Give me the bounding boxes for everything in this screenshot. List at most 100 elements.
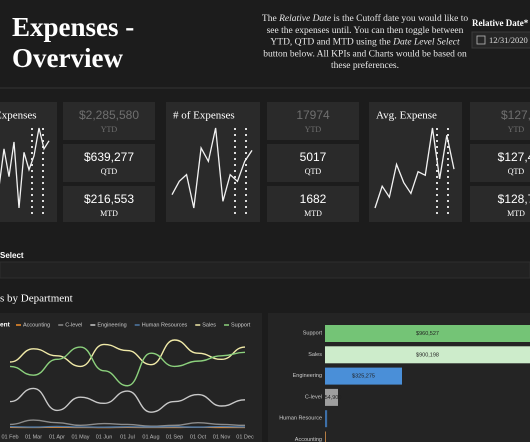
x-tick-label: 01 Sep	[166, 434, 183, 440]
kpi-value-card	[267, 186, 359, 222]
series-line	[9, 419, 246, 427]
kpi-value: $639,277	[84, 150, 134, 164]
x-tick-label: 01 Apr	[49, 434, 65, 440]
kpi-period: QTD	[305, 167, 322, 176]
date-input[interactable]	[471, 31, 530, 49]
description: The Relative Date is the Cutoff date you…	[262, 13, 468, 71]
legend-label: Human Resources	[142, 322, 188, 328]
kpi-period: MTD	[100, 209, 118, 218]
kpi-period: QTD	[508, 167, 525, 176]
x-tick-label: 01 Aug	[142, 434, 159, 440]
legend-label: Sales	[202, 322, 216, 328]
legend-label: Engineering	[97, 322, 126, 328]
series-line	[9, 387, 246, 413]
legend-label: Accounting	[23, 322, 50, 328]
date-label: Relative Date*	[472, 18, 529, 28]
description-part: YTD, QTD and MTD using the	[270, 38, 393, 48]
description-line: The Relative Date is the Cutoff date you…	[262, 13, 468, 24]
value-label: $960,527	[416, 331, 439, 337]
dynamic: Expenses $2,285,580 YTD $639,277 QTD $216,553…	[0, 102, 530, 442]
bar	[325, 388, 338, 406]
x-tick-label: 01 Nov	[213, 434, 231, 440]
kpi-period: YTD	[101, 125, 118, 134]
sparkline	[0, 127, 50, 209]
kpi-value-card	[63, 186, 155, 222]
y-tick-label: Human Resource	[279, 416, 322, 422]
kpi-period: YTD	[305, 125, 322, 134]
legend-label: Support	[231, 322, 251, 328]
description-part: button below. All KPIs and Charts would …	[263, 50, 467, 60]
sparkline	[171, 127, 253, 209]
series-line	[9, 425, 246, 428]
series-line	[9, 346, 246, 387]
legend-label: C-level	[65, 322, 82, 328]
sparkline	[374, 127, 455, 209]
kpi-period: MTD	[507, 209, 525, 218]
kpi-value-card	[470, 144, 530, 182]
x-tick-label: 01 May	[71, 434, 89, 440]
page-title: Overview	[12, 43, 123, 73]
y-tick-label: Engineering	[293, 373, 322, 379]
kpi-value: $2,285,580	[79, 108, 139, 122]
kpi-value: $128,7	[498, 192, 530, 206]
series-line	[9, 339, 246, 368]
kpi-chart-card	[369, 102, 462, 222]
description-line: see the expenses until. You can then tog…	[267, 26, 464, 36]
section-title: s by Department	[0, 293, 73, 305]
kpi-value-card	[63, 102, 155, 140]
bar	[325, 346, 530, 364]
y-tick-label: Accounting	[295, 437, 322, 442]
description-part: Date Level Select	[392, 38, 460, 48]
kpi-value: $127,	[501, 108, 530, 122]
kpi-chart-card	[0, 102, 57, 222]
description-part: Relative Date	[278, 14, 331, 24]
y-tick-label: Sales	[308, 352, 322, 358]
value-label: $325,275	[352, 374, 375, 380]
kpi-period: QTD	[101, 167, 118, 176]
kpi-title: # of Expenses	[173, 110, 235, 122]
line-panel	[0, 313, 262, 442]
description-line: these preferences.	[331, 60, 399, 71]
kpi-value: 17974	[296, 108, 330, 122]
kpi-value-card	[267, 102, 359, 140]
page-title: Expenses -	[12, 12, 134, 42]
description-line: button below. All KPIs and Charts would …	[263, 50, 467, 60]
x-tick-label: 01 Feb	[1, 434, 18, 440]
kpi-title: Avg. Expense	[376, 110, 437, 122]
description-line: YTD, QTD and MTD using the Date Level Se…	[270, 38, 460, 48]
bar	[325, 410, 328, 428]
bar	[325, 325, 530, 342]
value-label: $900,198	[416, 352, 439, 358]
kpi-value-card	[63, 144, 155, 182]
x-tick-label: 01 Jul	[120, 434, 135, 440]
kpi-period: MTD	[304, 209, 322, 218]
kpi-value: 1682	[300, 192, 327, 206]
kpi-value: $127,4	[498, 150, 530, 164]
x-tick-label: 01 Dec	[236, 434, 254, 440]
x-tick-label: 01 Mar	[25, 434, 42, 440]
legend-title: ent	[0, 322, 11, 329]
filter-control[interactable]	[0, 261, 530, 279]
calendar-icon	[476, 35, 486, 45]
description-part: see the expenses until. You can then tog…	[267, 26, 464, 36]
bar	[325, 367, 402, 385]
y-tick-label: Support	[303, 330, 323, 336]
kpi-value: $216,553	[84, 192, 134, 206]
x-tick-label: 01 Oct	[190, 434, 207, 440]
description-part: is the Cutoff date you would like to	[331, 13, 468, 24]
kpi-value: 5017	[300, 150, 327, 164]
filter-label: Select	[0, 251, 24, 260]
description-part: The	[262, 14, 279, 24]
kpi-period: YTD	[508, 125, 525, 134]
description-part: these preferences.	[331, 60, 399, 71]
y-tick-label: C-level	[305, 394, 322, 400]
kpi-value-card	[470, 186, 530, 222]
kpi-value-card	[267, 144, 359, 182]
value-label: $54,900	[322, 395, 342, 401]
x-tick-label: 01 Jun	[96, 434, 113, 440]
date-value[interactable]: 12/31/2020	[489, 35, 528, 45]
bar	[325, 431, 326, 442]
kpi-title: Expenses	[0, 110, 37, 122]
kpi-value-card	[470, 102, 530, 140]
